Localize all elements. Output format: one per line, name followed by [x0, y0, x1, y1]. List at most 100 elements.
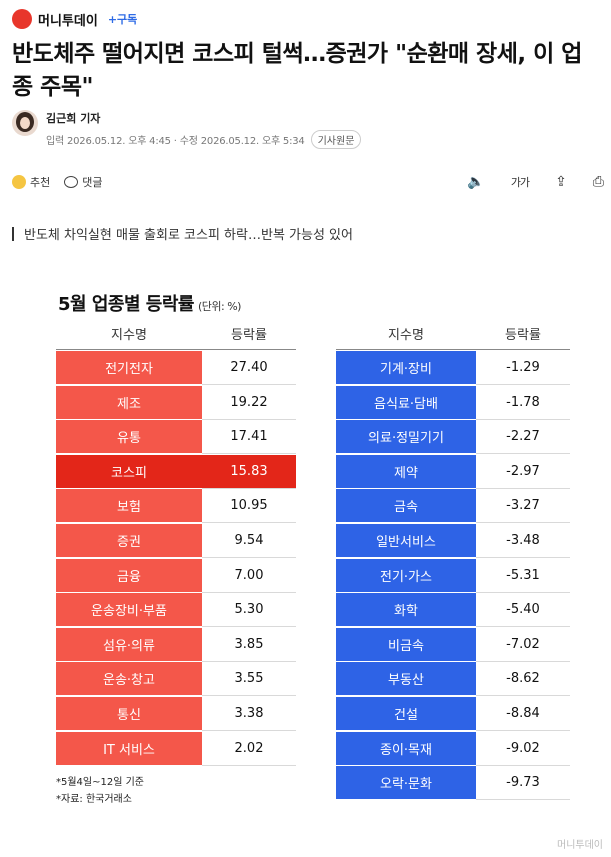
row-divider	[202, 695, 296, 697]
sector-name-cell: 운송·창고	[56, 662, 202, 696]
sector-name-cell: 의료·정밀기기	[336, 420, 476, 454]
row-divider	[476, 453, 570, 455]
change-rate-cell: -5.31	[506, 567, 540, 583]
change-rate-cell: -3.27	[506, 498, 540, 514]
speaker-icon[interactable]: 🔈	[467, 174, 485, 190]
table-row: 부동산 -8.62	[336, 662, 570, 697]
recommend-button[interactable]: 추천	[12, 174, 50, 190]
print-icon[interactable]: ⎙	[592, 174, 604, 190]
row-divider	[476, 557, 570, 558]
subtitle-text: 반도체 차익실현 매물 출회로 코스피 하락…반복 가능성 있어	[24, 228, 353, 243]
row-divider	[202, 626, 296, 628]
row-divider	[476, 418, 570, 420]
table-row: 화학 -5.40	[336, 593, 570, 628]
note-source: *자료: 한국거래소	[56, 794, 132, 805]
sector-name-cell: 증권	[56, 524, 202, 557]
sector-name-cell: 전기전자	[56, 351, 202, 384]
row-divider	[476, 522, 570, 524]
sector-name-cell: 코스피	[56, 454, 202, 488]
losers-table: 기계·장비 -1.29 음식료·담배 -1.78 의료·정밀기기 -2.27 제약 -2.97…	[336, 351, 570, 801]
sector-name-cell: 금속	[336, 489, 476, 523]
sector-name-cell: 일반서비스	[336, 524, 476, 557]
header-divider-left	[56, 349, 296, 350]
change-rate-cell: 17.41	[230, 429, 268, 445]
sector-name-cell: 금융	[56, 558, 202, 592]
subtitle-bar	[12, 226, 14, 241]
smile-icon	[12, 175, 26, 189]
change-rate-cell: -2.97	[506, 463, 540, 479]
table-row: 전기전자 27.40	[56, 351, 296, 385]
col-header-name-right: 지수명	[388, 328, 424, 343]
row-divider	[476, 591, 570, 593]
author-name[interactable]: 김근희 기자	[46, 112, 101, 125]
author-info: 김근희 기자 입력 2026.05.12. 오후 4:45 · 수정 2026.…	[12, 110, 362, 149]
action-bar: 추천 댓글 🔈 가가 ⇪ ⎙	[12, 172, 604, 192]
comment-label: 댓글	[82, 176, 103, 189]
comment-button[interactable]: 댓글	[64, 174, 103, 190]
sector-name-cell: 보험	[56, 489, 202, 523]
sector-name-cell: 부동산	[336, 662, 476, 696]
row-divider	[202, 487, 296, 489]
row-divider	[476, 695, 570, 697]
brand-logo[interactable]	[12, 9, 32, 29]
change-rate-cell: 2.02	[234, 740, 264, 756]
row-divider	[476, 660, 570, 662]
sector-name-cell: 음식료·담배	[336, 385, 476, 419]
change-rate-cell: -1.78	[506, 394, 540, 410]
change-rate-cell: -2.27	[506, 429, 540, 445]
recommend-label: 추천	[30, 176, 51, 189]
table-row: 운송장비·부품 5.30	[56, 593, 296, 628]
table-row: 음식료·담배 -1.78	[336, 385, 570, 420]
row-divider	[476, 384, 570, 385]
article-dates: 입력 2026.05.12. 오후 4:45 · 수정 2026.05.12. …	[46, 136, 305, 147]
sector-name-cell: 비금속	[336, 627, 476, 661]
table-row: 보험 10.95	[56, 489, 296, 524]
sector-name-cell: 제약	[336, 454, 476, 488]
row-divider	[202, 522, 296, 524]
row-divider	[202, 591, 296, 593]
sector-name-cell: 유통	[56, 420, 202, 454]
change-rate-cell: -8.62	[506, 671, 540, 687]
change-rate-cell: -8.84	[506, 706, 540, 721]
table-row: 기계·장비 -1.29	[336, 351, 570, 385]
row-divider	[202, 764, 296, 766]
change-rate-cell: -5.40	[506, 602, 540, 618]
change-rate-cell: -9.02	[506, 740, 540, 756]
font-size-button[interactable]: 가가	[510, 176, 530, 189]
table-row: 통신 3.38	[56, 697, 296, 731]
note-period: *5월4일~12일 기준	[56, 777, 145, 788]
sector-name-cell: 섬유·의류	[56, 627, 202, 661]
brand-name[interactable]: 머니투데이	[38, 13, 98, 29]
share-icon[interactable]: ⇪	[555, 174, 567, 190]
table-row: 금속 -3.27	[336, 489, 570, 524]
row-divider	[202, 384, 296, 385]
table-row: 전기·가스 -5.31	[336, 558, 570, 593]
comment-icon	[64, 176, 79, 188]
row-divider	[202, 557, 296, 558]
author-avatar[interactable]	[12, 110, 38, 136]
chart-unit: (단위: %)	[197, 300, 241, 313]
change-rate-cell: -1.29	[506, 360, 540, 375]
table-row: 비금속 -7.02	[336, 627, 570, 662]
change-rate-cell: 3.55	[234, 671, 264, 687]
change-rate-cell: 7.00	[234, 567, 264, 583]
subscribe-button[interactable]: +구독	[107, 13, 138, 26]
col-header-name-left: 지수명	[111, 328, 147, 343]
chart-title: 5월 업종별 등락률 (단위: %)	[58, 290, 241, 316]
original-article-button[interactable]: 기사원문	[310, 130, 362, 149]
table-row: 건설 -8.84	[336, 697, 570, 731]
table-row: 오락·문화 -9.73	[336, 766, 570, 801]
gainers-table: 전기전자 27.40 제조 19.22 유통 17.41 코스피 15.83 보험 10.95 증권…	[56, 351, 296, 767]
sector-name-cell: 전기·가스	[336, 558, 476, 592]
change-rate-cell: 9.54	[234, 533, 264, 548]
change-rate-cell: 15.83	[202, 454, 296, 488]
table-row: IT 서비스 2.02	[56, 731, 296, 766]
change-rate-cell: -9.73	[506, 775, 540, 791]
table-row: 제약 -2.97	[336, 454, 570, 489]
sector-name-cell: 기계·장비	[336, 351, 476, 384]
article-subtitle: 반도체 차익실현 매물 출회로 코스피 하락…반복 가능성 있어	[12, 224, 353, 243]
table-row: 의료·정밀기기 -2.27	[336, 420, 570, 455]
table-row: 증권 9.54	[56, 524, 296, 558]
change-rate-cell: 27.40	[230, 360, 268, 375]
row-divider	[476, 487, 570, 489]
